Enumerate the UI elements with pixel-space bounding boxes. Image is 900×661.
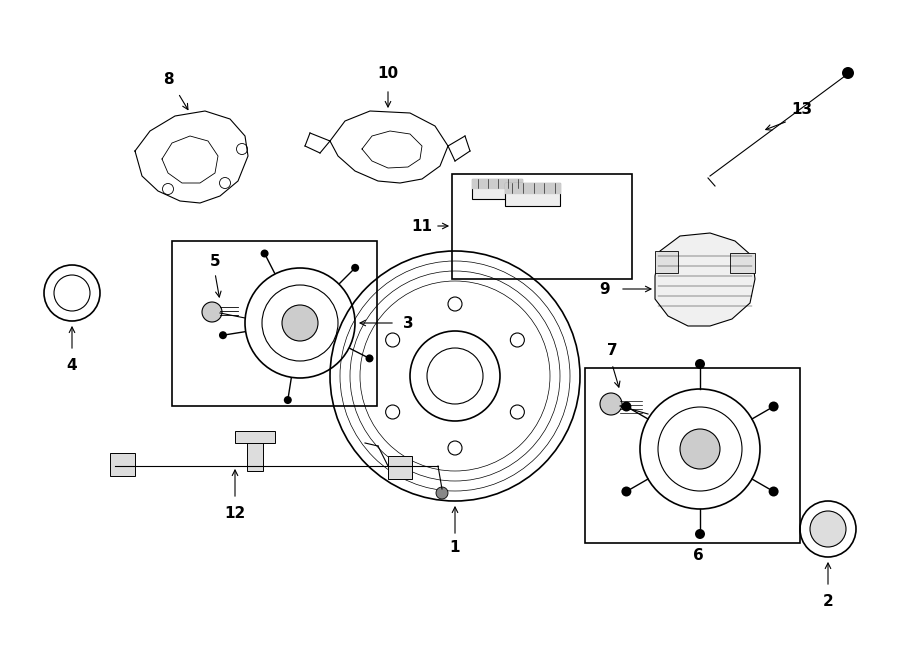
Text: 9: 9 <box>599 282 610 297</box>
Circle shape <box>351 264 359 272</box>
Bar <box>172 241 377 406</box>
Circle shape <box>261 249 268 258</box>
Circle shape <box>680 429 720 469</box>
Text: 4: 4 <box>67 358 77 373</box>
Polygon shape <box>505 183 560 193</box>
Polygon shape <box>730 253 755 273</box>
Text: 5: 5 <box>210 254 220 268</box>
Circle shape <box>510 333 525 347</box>
Polygon shape <box>472 179 522 188</box>
Circle shape <box>695 359 705 369</box>
Circle shape <box>448 441 462 455</box>
Circle shape <box>769 486 778 496</box>
Polygon shape <box>247 441 263 471</box>
Text: 3: 3 <box>402 315 413 330</box>
Circle shape <box>385 333 400 347</box>
Circle shape <box>695 529 705 539</box>
Polygon shape <box>655 251 678 273</box>
Bar <box>585 368 800 543</box>
Text: 1: 1 <box>450 541 460 555</box>
Polygon shape <box>655 233 755 326</box>
Circle shape <box>621 401 632 412</box>
Circle shape <box>448 297 462 311</box>
Text: 11: 11 <box>411 219 433 233</box>
Text: 12: 12 <box>224 506 246 520</box>
Circle shape <box>219 331 227 339</box>
Text: 8: 8 <box>163 71 174 87</box>
Text: 7: 7 <box>607 342 617 358</box>
Circle shape <box>842 67 854 79</box>
Text: 10: 10 <box>377 65 399 81</box>
Circle shape <box>282 305 318 341</box>
Circle shape <box>284 396 292 404</box>
Circle shape <box>202 302 222 322</box>
Polygon shape <box>388 456 412 479</box>
Polygon shape <box>235 431 275 443</box>
Circle shape <box>436 487 448 499</box>
Polygon shape <box>505 183 560 206</box>
Circle shape <box>769 401 778 412</box>
Circle shape <box>385 405 400 419</box>
Text: 2: 2 <box>823 594 833 609</box>
Circle shape <box>365 354 374 362</box>
Bar <box>452 174 632 279</box>
Circle shape <box>621 486 632 496</box>
Polygon shape <box>110 453 135 476</box>
Polygon shape <box>472 179 522 199</box>
Text: 13: 13 <box>791 102 813 116</box>
Circle shape <box>600 393 622 415</box>
Circle shape <box>54 275 90 311</box>
Circle shape <box>810 511 846 547</box>
Circle shape <box>510 405 525 419</box>
Text: 6: 6 <box>693 547 704 563</box>
